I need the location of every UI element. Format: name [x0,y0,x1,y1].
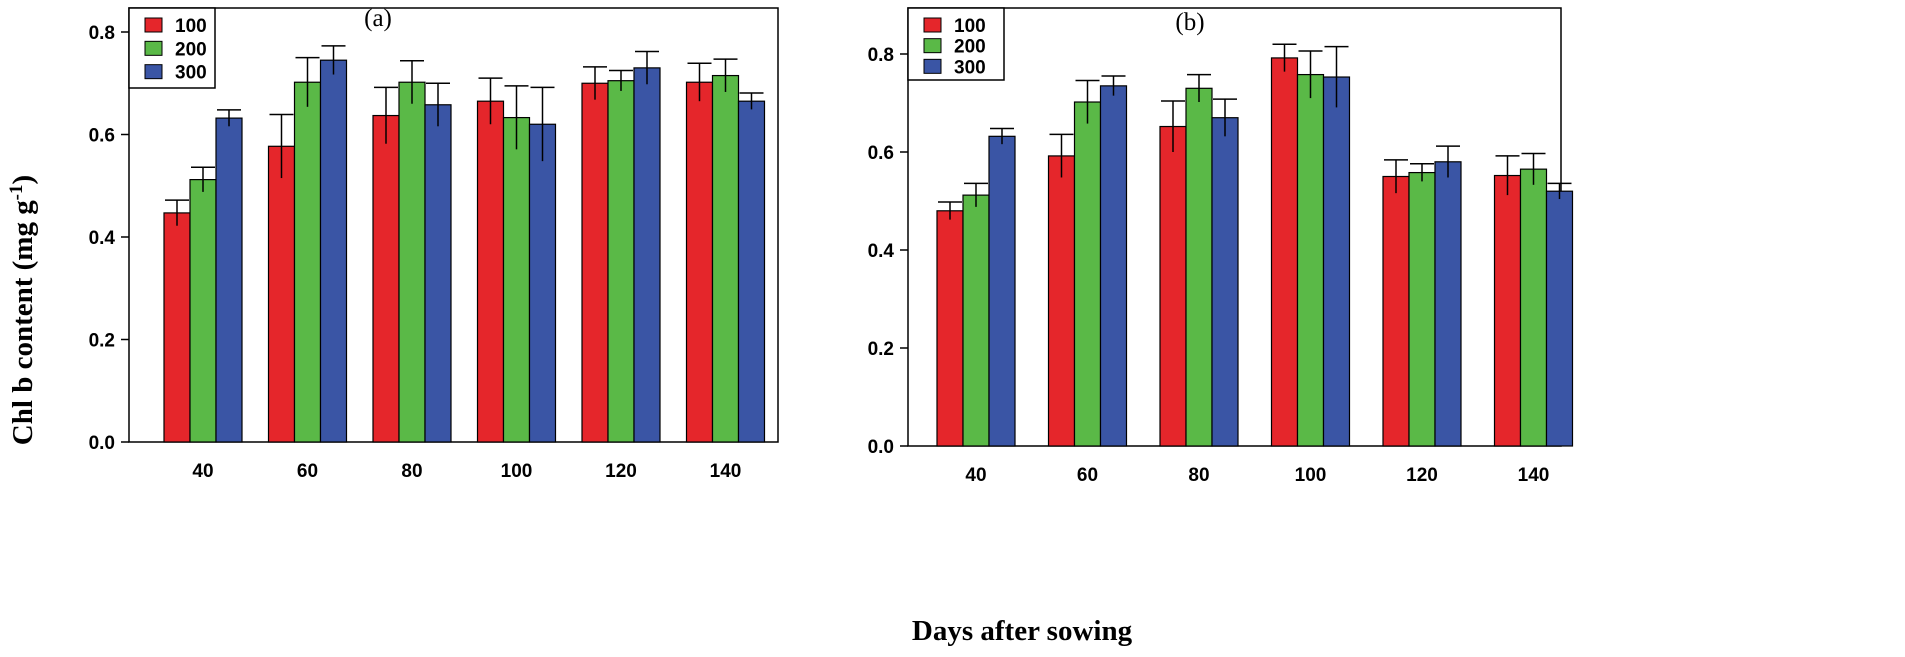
bar [502,116,531,443]
bar [936,210,964,447]
bar [685,81,714,443]
x-tick-label: 120 [605,461,637,482]
legend-label: 100 [175,16,207,37]
bar [1493,174,1522,447]
legend-swatch [923,38,942,54]
x-tick-label: 100 [501,461,533,482]
x-tick-label: 140 [1518,465,1550,486]
x-tick-label: 80 [1188,465,1209,486]
bar [398,81,426,443]
bar [581,82,609,443]
y-axis-title: Chl b content (mg g-1) [6,175,39,445]
legend-swatch [144,40,163,56]
bar [163,212,191,443]
chart-panel-b: 0.00.20.40.60.840 60 80 100 120 140(b)1002003… [868,7,1574,486]
bar [962,194,990,447]
bar [1434,161,1462,447]
legend-label: 200 [175,39,207,60]
bar [1322,76,1351,447]
bar [424,104,452,443]
panel-label: (a) [364,5,392,32]
x-tick-label: 60 [1077,465,1098,486]
bar [1047,155,1076,447]
legend-swatch [923,58,942,74]
x-tick-label: 80 [401,461,422,482]
y-tick-label: 0.0 [868,437,894,458]
legend-swatch [144,17,163,33]
bar [293,81,322,443]
x-tick-label: 60 [297,461,318,482]
legend-label: 300 [175,63,207,84]
bar [988,135,1016,447]
y-tick-label: 0.4 [868,241,895,262]
bar [1185,87,1213,447]
x-tick-label: 120 [1406,465,1438,486]
plot-frame [128,7,779,443]
bar [476,100,505,443]
panel-label: (b) [1175,9,1204,36]
x-axis-title: Days after sowing [912,615,1133,647]
bar [1099,85,1128,447]
y-tick-label: 0.4 [89,228,116,249]
y-tick-label: 0.8 [868,45,894,66]
bar [1270,57,1299,447]
bar [1545,190,1574,447]
bar [1073,101,1102,447]
y-tick-label: 0.0 [89,433,115,454]
bar [528,123,557,443]
bar [1296,73,1325,447]
y-tick-label: 0.8 [89,23,115,44]
legend-swatch [144,64,163,80]
bar [633,67,661,443]
legend-label: 300 [954,57,986,78]
bar [1408,171,1436,447]
legend-swatch [923,17,942,33]
bar [607,80,635,443]
bar [267,145,296,443]
x-tick-label: 100 [1295,465,1327,486]
y-tick-label: 0.6 [868,143,894,164]
bar [1519,168,1548,447]
y-tick-label: 0.2 [89,331,115,352]
legend-label: 200 [954,37,986,58]
x-tick-label: 40 [965,465,986,486]
bar [711,74,740,443]
bar [372,114,400,443]
legend-label: 100 [954,16,986,37]
x-tick-label: 40 [192,461,213,482]
y-tick-label: 0.2 [868,339,894,360]
bar [1159,125,1187,447]
chart-panel-a: 0.00.20.40.60.840 60 80 100 120 140(a)1002003… [89,5,779,482]
bar [1382,175,1410,447]
y-tick-label: 0.6 [89,126,115,147]
x-tick-label: 140 [710,461,742,482]
bar [215,117,243,443]
bar [1211,117,1239,447]
legend-box [128,7,216,89]
bar [189,179,217,443]
bar [319,59,348,443]
bar [737,100,766,443]
